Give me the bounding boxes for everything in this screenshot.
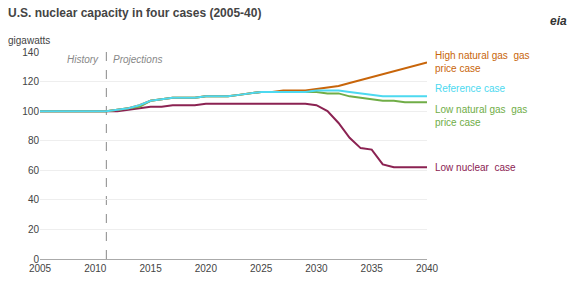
svg-text:2005: 2005: [29, 263, 52, 274]
svg-text:2015: 2015: [139, 263, 162, 274]
svg-text:gigawatts: gigawatts: [8, 35, 50, 46]
svg-text:U.S. nuclear capacity in four: U.S. nuclear capacity in four cases (200…: [8, 6, 261, 20]
svg-text:Reference case: Reference case: [435, 83, 505, 94]
svg-text:40: 40: [28, 194, 40, 205]
svg-text:Low nuclear case: Low nuclear case: [435, 162, 516, 173]
svg-text:2010: 2010: [84, 263, 107, 274]
svg-text:2025: 2025: [250, 263, 273, 274]
svg-text:2040: 2040: [416, 263, 439, 274]
svg-text:60: 60: [28, 165, 40, 176]
svg-text:High natural gas gasprice cas: High natural gas gasprice case: [435, 50, 530, 74]
svg-text:Projections: Projections: [113, 54, 162, 65]
svg-text:Low natural gas gasprice case: Low natural gas gasprice case: [435, 104, 527, 128]
svg-text:eia: eia: [550, 14, 567, 28]
svg-text:80: 80: [28, 135, 40, 146]
svg-text:History: History: [67, 54, 99, 65]
svg-text:2035: 2035: [361, 263, 384, 274]
svg-text:120: 120: [22, 76, 39, 87]
svg-text:2020: 2020: [195, 263, 218, 274]
svg-text:0: 0: [33, 254, 39, 265]
svg-text:2030: 2030: [305, 263, 328, 274]
svg-text:20: 20: [28, 224, 40, 235]
svg-text:100: 100: [22, 106, 39, 117]
svg-text:140: 140: [22, 47, 39, 58]
